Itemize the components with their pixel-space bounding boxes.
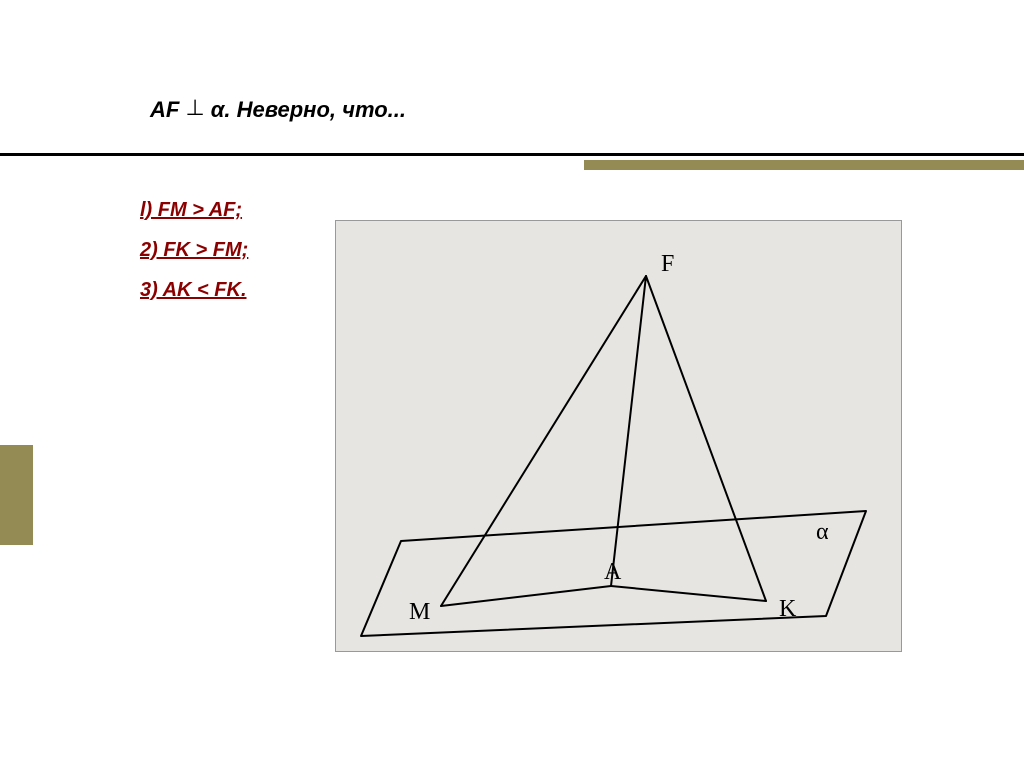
title-accent-bar (584, 160, 1024, 170)
geometry-figure: F A M Kα (335, 220, 902, 652)
problem-title: AF ⊥ α. Неверно, что... (150, 95, 406, 123)
title-var-af: AF (150, 97, 179, 122)
side-accent-bar (0, 445, 33, 545)
svg-text:K: K (779, 596, 797, 622)
svg-text:A: A (604, 559, 622, 585)
svg-text:M: M (409, 599, 430, 625)
option-3: 3) AK < FK. (140, 270, 248, 310)
svg-text:F: F (661, 251, 674, 277)
svg-text:α: α (816, 519, 829, 545)
perp-symbol: ⊥ (185, 95, 204, 120)
title-rest: . Неверно, что... (224, 97, 406, 122)
option-1: l) FM > AF; (140, 190, 248, 230)
option-2: 2) FK > FM; (140, 230, 248, 270)
slide: AF ⊥ α. Неверно, что... l) FM > AF; 2) F… (0, 0, 1024, 767)
title-alpha: α (211, 97, 225, 122)
title-underline (0, 153, 1024, 156)
answer-options: l) FM > AF; 2) FK > FM; 3) AK < FK. (140, 190, 248, 310)
figure-svg: F A M Kα (336, 221, 901, 651)
